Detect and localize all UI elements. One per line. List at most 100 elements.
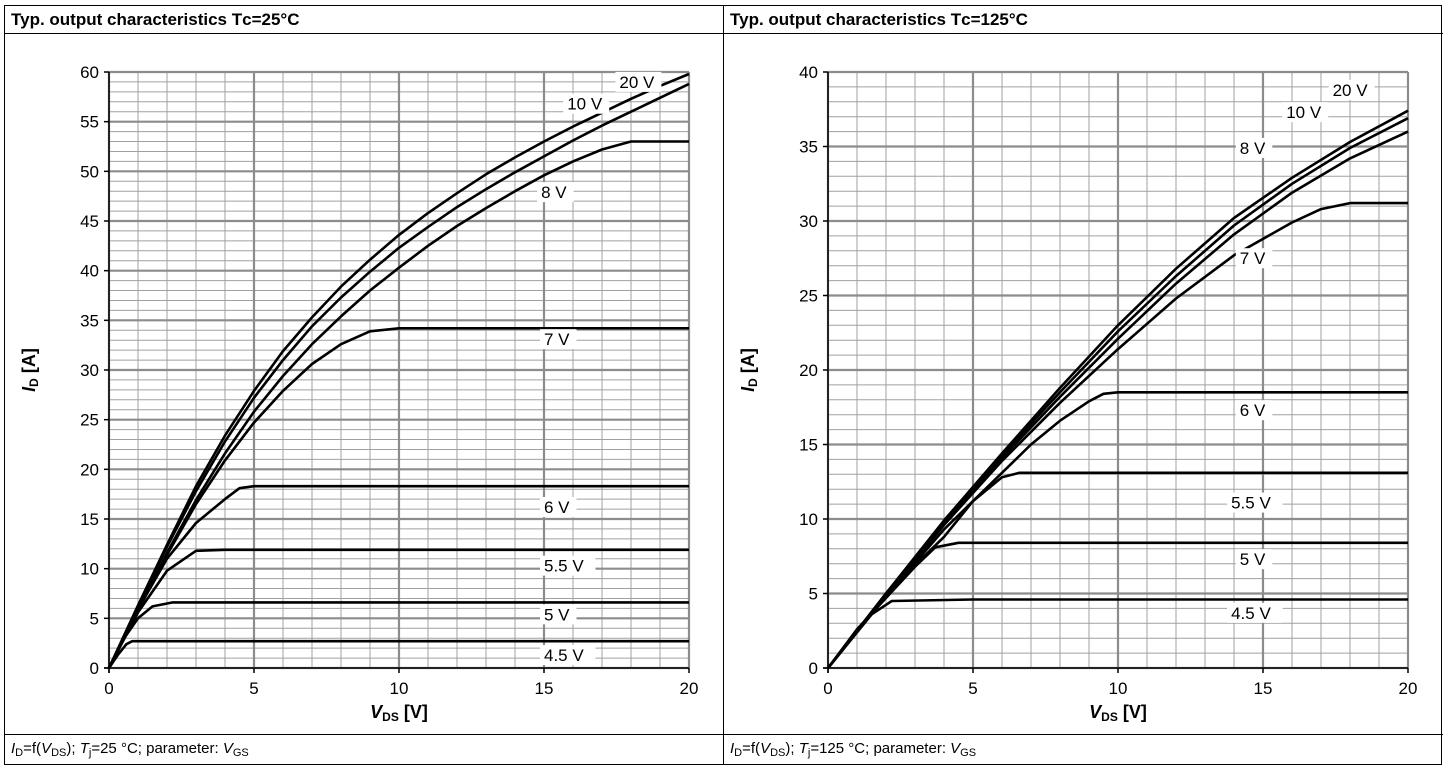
y-tick-label: 30 <box>799 212 818 231</box>
y-tick-label: 25 <box>799 287 818 306</box>
footer-vgs-subscript: GS <box>960 747 977 759</box>
series-curve-vgs-55V <box>107 548 689 669</box>
series-curve-vgs-7V <box>107 327 689 669</box>
curve-label-background <box>1227 602 1283 623</box>
series-curve-vgs-5V <box>107 601 689 669</box>
curve-label: 20 V <box>1333 81 1369 100</box>
x-tick-label: 15 <box>1254 679 1273 698</box>
footer-tj-subscript: j <box>88 747 92 759</box>
y-tick-label: 5 <box>90 609 99 628</box>
y-tick-label: 0 <box>809 659 818 678</box>
x-tick-label: 10 <box>390 679 409 698</box>
curve-label: 8 V <box>541 183 567 202</box>
y-tick-label: 60 <box>80 63 99 82</box>
footer-id-symbol: I <box>11 740 16 757</box>
curve-label: 10 V <box>567 95 603 114</box>
curve-label: 5.5 V <box>1231 494 1271 513</box>
chart-panel-125c: Typ. output characteristics Tᴄ=125°C 0 5 1… <box>724 6 1443 764</box>
y-tick-label: 20 <box>799 361 818 380</box>
curve-label: 8 V <box>1240 139 1266 158</box>
y-tick-label: 50 <box>80 162 99 181</box>
chart-title-25c: Typ. output characteristics Tᴄ=25°C <box>5 6 723 34</box>
footer-id-symbol: I <box>730 740 735 757</box>
series-curve-vgs-6V <box>107 484 689 669</box>
y-tick-label: 30 <box>80 361 99 380</box>
y-tick-label: 35 <box>799 138 818 157</box>
curve-label-background <box>540 329 577 350</box>
series-curve-vgs-10V <box>107 82 690 669</box>
y-tick-label: 45 <box>80 212 99 231</box>
y-tick-label: 35 <box>80 311 99 330</box>
y-tick-label: 5 <box>809 585 818 604</box>
x-tick-label: 20 <box>1399 679 1418 698</box>
curve-label-background <box>1282 102 1329 123</box>
y-axis-title: ID [A] <box>738 348 760 392</box>
footer-id-subscript: D <box>15 747 24 759</box>
curve-label-background <box>1235 248 1273 269</box>
curve-label: 6 V <box>1240 401 1266 420</box>
curve-label: 7 V <box>544 330 570 349</box>
curve-label: 20 V <box>619 73 655 92</box>
curve-label: 5 V <box>544 605 570 624</box>
chart-footer-25c: ID=f(VDS); Tj=25 °C; parameter: VGS <box>5 734 723 764</box>
series-curve-vgs-45V <box>826 598 1408 669</box>
y-tick-label: 40 <box>80 262 99 281</box>
curve-label-background <box>540 555 596 576</box>
y-tick-label: 15 <box>80 510 99 529</box>
footer-tj-symbol: T <box>798 740 808 757</box>
curve-label: 7 V <box>1240 249 1266 268</box>
chart-panel-25c: Typ. output characteristics Tᴄ=25°C 0 5 10… <box>5 6 724 764</box>
curve-label-background <box>1328 79 1375 100</box>
curve-label-background <box>537 182 574 203</box>
footer-tj-symbol: T <box>79 740 89 757</box>
curve-label-background <box>1227 492 1283 513</box>
y-tick-label: 10 <box>80 560 99 579</box>
footer-close-paren: ); <box>785 740 795 757</box>
x-axis-title: VDS [V] <box>1089 702 1147 724</box>
y-tick-label: 20 <box>80 460 99 479</box>
series-curve-vgs-7V <box>826 201 1408 669</box>
curve-label: 4.5 V <box>1231 604 1271 623</box>
footer-tj-value: =125 °C; parameter: <box>810 740 946 757</box>
curve-label: 5 V <box>1240 550 1266 569</box>
footer-tj-value: =25 °C; parameter: <box>91 740 219 757</box>
curve-label-background <box>1235 400 1273 421</box>
x-tick-label: 5 <box>249 679 258 698</box>
y-tick-label: 25 <box>80 411 99 430</box>
footer-vgs-symbol: V <box>222 740 233 757</box>
y-tick-label: 0 <box>90 659 99 678</box>
chart-footer-125c: ID=f(VDS); Tj=125 °C; parameter: VGS <box>724 734 1443 764</box>
y-tick-label: 40 <box>799 63 818 82</box>
y-axis-title: ID [A] <box>19 348 41 392</box>
plot-area-125c: 0 5 10 15 20 0 5 10 15 20 25 30 35 40 VDS [V] ID [A] 20 … <box>724 34 1443 734</box>
curve-label: 6 V <box>544 498 570 517</box>
curve-label: 10 V <box>1286 103 1322 122</box>
footer-equals-f: =f( <box>23 740 42 757</box>
footer-tj-subscript: j <box>807 747 811 759</box>
series-curve-vgs-45V <box>107 639 689 669</box>
datasheet-figure-panel: Typ. output characteristics Tᴄ=25°C 0 5 10… <box>4 5 1443 765</box>
footer-id-subscript: D <box>734 747 743 759</box>
series-curve-vgs-6V <box>826 391 1408 669</box>
curve-label: 4.5 V <box>544 646 584 665</box>
x-axis-title: VDS [V] <box>370 702 428 724</box>
x-tick-label: 15 <box>535 679 554 698</box>
y-tick-label: 10 <box>799 510 818 529</box>
series-curve-vgs-8V <box>107 140 689 669</box>
footer-vgs-symbol: V <box>950 740 961 757</box>
x-tick-label: 5 <box>968 679 977 698</box>
curve-label-background <box>1235 549 1273 570</box>
output-characteristics-chart-25c: 0 5 10 15 20 0 5 10 15 20 25 30 35 40 45 50 55 60 VDS [V] I… <box>19 63 698 724</box>
x-tick-label: 0 <box>104 679 113 698</box>
footer-vds-subscript: DS <box>770 747 786 759</box>
x-tick-label: 0 <box>823 679 832 698</box>
curve-label-background <box>1235 137 1273 158</box>
chart-title-125c: Typ. output characteristics Tᴄ=125°C <box>724 6 1443 34</box>
footer-vgs-subscript: GS <box>232 747 249 759</box>
footer-vds-symbol: V <box>41 740 52 757</box>
footer-vds-symbol: V <box>760 740 771 757</box>
footer-equals-f: =f( <box>742 740 761 757</box>
series-curve-vgs-20V <box>107 72 690 669</box>
curve-label-background <box>540 645 596 666</box>
y-tick-label: 55 <box>80 113 99 132</box>
